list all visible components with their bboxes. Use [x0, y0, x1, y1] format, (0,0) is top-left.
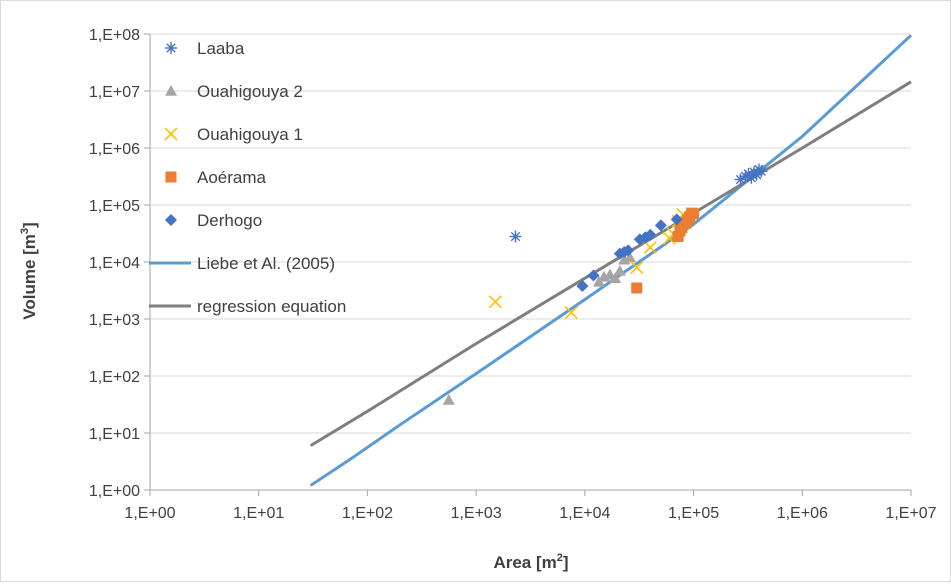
legend-swatch-0	[165, 42, 177, 54]
legend-swatch-4	[165, 214, 177, 226]
y-tick-label: 1,E+05	[89, 198, 140, 215]
data-point-series-0	[755, 165, 768, 178]
y-tick-label: 1,E+01	[89, 426, 140, 443]
data-point-series-3	[631, 282, 643, 294]
x-tick-label: 1,E+07	[885, 505, 936, 522]
data-point-series-4	[622, 244, 635, 257]
data-point-series-2	[488, 295, 502, 309]
x-axis-title: Area [m2]	[493, 552, 568, 572]
x-tick-labels: 1,E+00 1,E+01 1,E+02 1,E+03 1,E+04 1,E+05 1,E+…	[124, 505, 936, 522]
y-tick-label: 1,E+08	[89, 27, 140, 44]
x-axis-title-sup: 2	[557, 552, 563, 564]
data-point-series-1	[613, 264, 626, 276]
y-tick-label: 1,E+02	[89, 369, 140, 386]
data-point-series-3	[672, 231, 684, 243]
legend-label-1: Ouahigouya 2	[197, 82, 303, 101]
data-point-series-2	[630, 260, 644, 275]
series-line-5	[309, 34, 913, 487]
series-points	[442, 163, 768, 405]
x-tick-label: 1,E+03	[451, 505, 502, 522]
legend-swatch-2	[164, 127, 178, 141]
legend-swatch-1	[165, 85, 177, 96]
y-tick-label: 1,E+06	[89, 141, 140, 158]
legend-label-2: Ouahigouya 1	[197, 125, 303, 144]
x-tick-label: 1,E+06	[777, 505, 828, 522]
data-point-series-0	[509, 230, 522, 243]
legend-label-4: Derhogo	[197, 211, 262, 230]
x-tick-label: 1,E+04	[559, 505, 610, 522]
y-tick-labels: 1,E+00 1,E+01 1,E+02 1,E+03 1,E+04 1,E+05 1,E+…	[89, 27, 140, 500]
series-line-6	[309, 80, 912, 447]
data-point-series-2	[564, 305, 578, 320]
data-point-series-4	[644, 228, 657, 241]
y-tick-label: 1,E+03	[89, 312, 140, 329]
x-tick-label: 1,E+05	[668, 505, 719, 522]
data-point-series-4	[576, 279, 589, 292]
data-point-series-1	[609, 272, 622, 283]
legend-label-3: Aoérama	[197, 168, 267, 187]
y-axis-title: Volume [m3]	[19, 222, 39, 319]
x-tick-label: 1,E+02	[342, 505, 393, 522]
data-point-series-4	[587, 269, 600, 282]
legend-swatch-3	[165, 171, 177, 183]
gridlines	[150, 33, 911, 434]
y-tick-label: 1,E+00	[89, 483, 140, 500]
legend-label-6: regression equation	[197, 297, 346, 316]
x-tick-label: 1,E+01	[233, 505, 284, 522]
legend: Laaba Ouahigouya 2 Ouahigouya 1 Aoérama Derh…	[149, 39, 346, 316]
data-point-series-4	[654, 219, 667, 232]
y-tick-label: 1,E+07	[89, 84, 140, 101]
data-point-series-2	[643, 240, 657, 255]
y-axis-title-sup: 3	[19, 228, 31, 234]
legend-label-5: Liebe et Al. (2005)	[197, 254, 335, 273]
series-lines	[309, 34, 913, 487]
legend-label-0: Laaba	[197, 39, 245, 58]
y-tick-label: 1,E+04	[89, 255, 140, 272]
data-point-series-3	[688, 208, 700, 220]
data-point-series-4	[670, 213, 683, 226]
x-tick-label: 1,E+00	[124, 505, 175, 522]
data-point-series-1	[623, 251, 636, 263]
data-point-series-1	[442, 393, 455, 405]
